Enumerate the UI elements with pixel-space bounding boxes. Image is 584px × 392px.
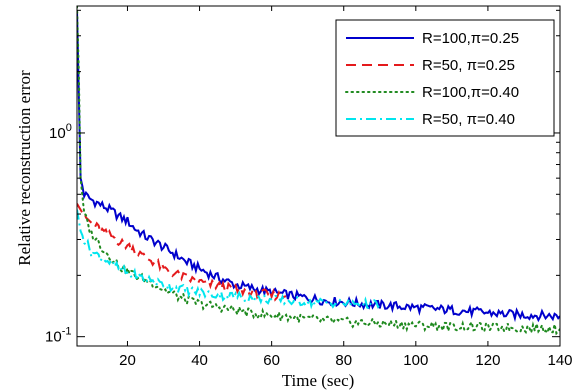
series-line-3 [77,6,560,336]
x-tick-label: 40 [191,352,208,369]
x-tick-label: 140 [547,352,572,369]
x-axis-label: Time (sec) [282,371,355,390]
legend-label-4: R=50, π=0.40 [422,111,515,128]
x-tick-label: 80 [335,352,352,369]
series-line-2 [77,203,287,302]
series-line-4 [77,209,381,310]
x-tick-label: 20 [119,352,136,369]
x-tick-label: 60 [263,352,280,369]
series-layer [77,6,560,336]
x-tick-label: 120 [475,352,500,369]
y-axis-label: Relative reconstruction error [15,70,34,266]
legend-box [335,19,555,137]
legend-label-1: R=100,π=0.25 [422,30,519,47]
legend: R=100,π=0.25 R=50, π=0.25 R=100,π=0.40 R=50… [335,19,555,137]
legend-label-2: R=50, π=0.25 [422,57,515,74]
y-tick-label: 10-1 [45,326,71,346]
y-tick-label: 100 [49,122,72,142]
plot-frame [76,5,561,347]
x-tick-label: 100 [403,352,428,369]
axes-layer: 20 40 60 80 100 120 140 100 10-1 [45,5,573,369]
legend-label-3: R=100,π=0.40 [422,84,519,101]
